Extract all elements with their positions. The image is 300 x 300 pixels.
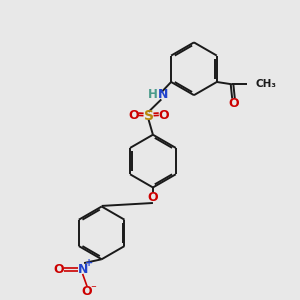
Text: +: + [85,258,93,268]
Text: O: O [148,191,158,204]
Text: O: O [128,109,139,122]
Text: O: O [158,109,169,122]
Text: H: H [148,88,158,101]
Text: N: N [158,88,168,101]
Text: O: O [54,263,64,276]
Text: O: O [82,285,92,298]
Text: CH₃: CH₃ [256,79,277,89]
Text: S: S [143,109,154,123]
Text: ⁻: ⁻ [91,284,96,294]
Text: N: N [77,263,88,276]
Text: O: O [228,97,239,110]
